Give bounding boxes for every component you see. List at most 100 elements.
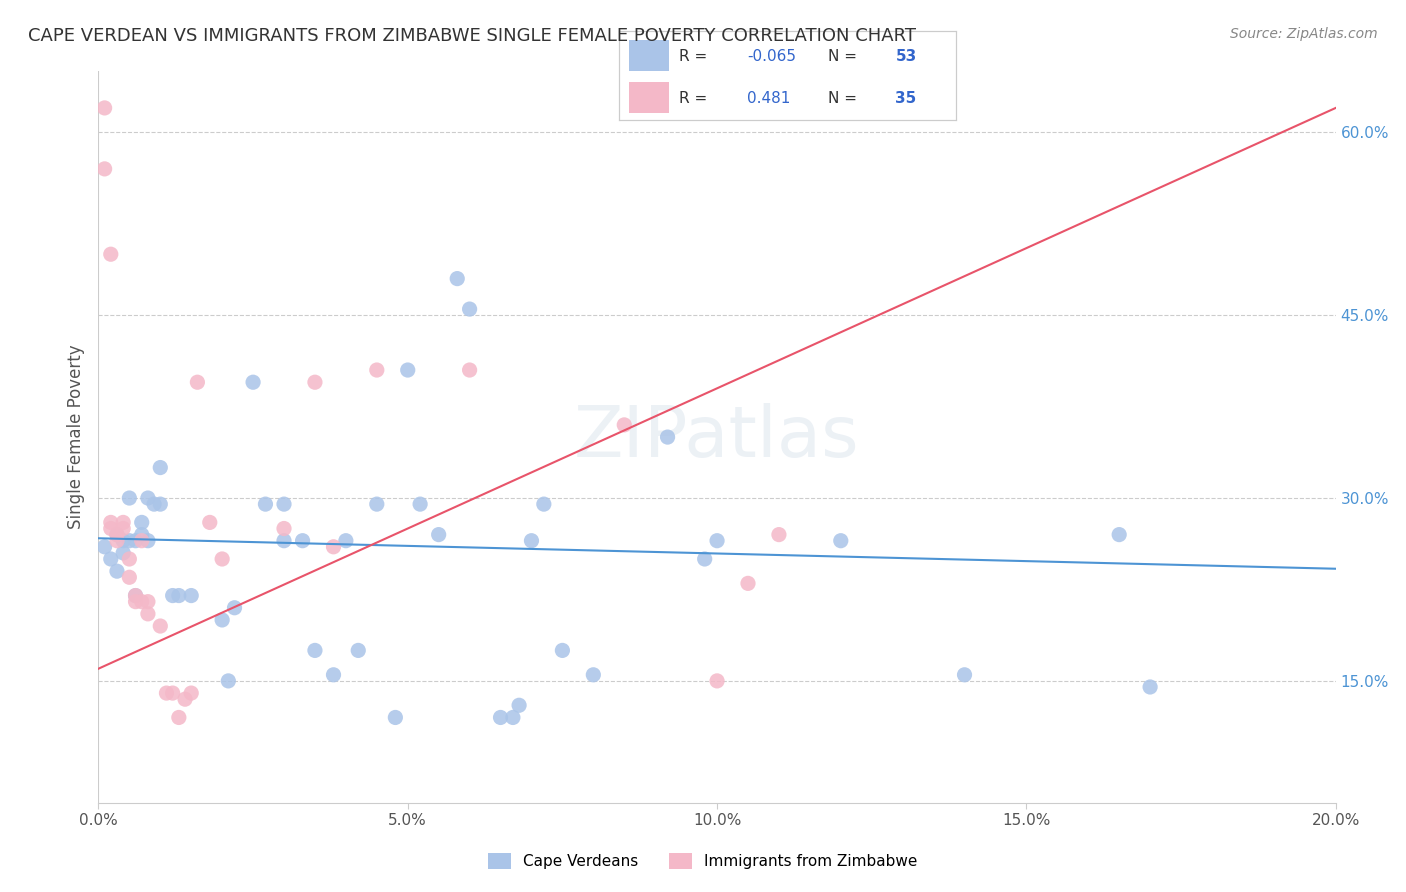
Point	[254, 497, 277, 511]
Point	[427, 527, 450, 541]
Point	[124, 533, 146, 548]
Point	[100, 516, 122, 530]
Point	[347, 643, 370, 657]
Point	[582, 667, 605, 681]
Point	[520, 533, 543, 548]
Point	[180, 589, 202, 603]
Point	[180, 686, 202, 700]
Text: ZIPatlas: ZIPatlas	[574, 402, 860, 472]
Point	[706, 673, 728, 688]
Point	[155, 686, 177, 700]
Point	[242, 375, 264, 389]
Point	[167, 589, 190, 603]
Point	[335, 533, 357, 548]
Point	[131, 516, 153, 530]
Point	[118, 570, 141, 584]
Point	[93, 540, 115, 554]
Point	[105, 564, 128, 578]
Point	[105, 533, 128, 548]
Point	[508, 698, 530, 713]
Point	[93, 161, 115, 176]
Text: R =: R =	[679, 91, 713, 105]
Point	[131, 527, 153, 541]
Point	[551, 643, 574, 657]
Point	[131, 594, 153, 608]
Point	[366, 497, 388, 511]
Point	[131, 533, 153, 548]
Point	[706, 533, 728, 548]
Point	[366, 363, 388, 377]
Point	[93, 101, 115, 115]
Point	[118, 491, 141, 505]
Point	[613, 417, 636, 432]
Y-axis label: Single Female Poverty: Single Female Poverty	[66, 345, 84, 529]
Point	[100, 521, 122, 535]
Point	[198, 516, 221, 530]
Point	[105, 527, 128, 541]
Text: CAPE VERDEAN VS IMMIGRANTS FROM ZIMBABWE SINGLE FEMALE POVERTY CORRELATION CHART: CAPE VERDEAN VS IMMIGRANTS FROM ZIMBABWE…	[28, 27, 917, 45]
Point	[112, 521, 135, 535]
Point	[112, 516, 135, 530]
Point	[118, 533, 141, 548]
Point	[273, 521, 295, 535]
Point	[143, 497, 166, 511]
Point	[149, 460, 172, 475]
Point	[124, 589, 146, 603]
Point	[112, 546, 135, 560]
Point	[136, 607, 159, 621]
Point	[1139, 680, 1161, 694]
Point	[211, 613, 233, 627]
Point	[136, 594, 159, 608]
Text: -0.065: -0.065	[747, 49, 796, 63]
Point	[693, 552, 716, 566]
Point	[533, 497, 555, 511]
Point	[100, 247, 122, 261]
Point	[211, 552, 233, 566]
Point	[167, 710, 190, 724]
Point	[124, 594, 146, 608]
Point	[304, 643, 326, 657]
Text: 0.481: 0.481	[747, 91, 790, 105]
FancyBboxPatch shape	[628, 40, 669, 71]
Text: 53: 53	[896, 49, 917, 63]
Point	[105, 527, 128, 541]
Point	[396, 363, 419, 377]
Legend: Cape Verdeans, Immigrants from Zimbabwe: Cape Verdeans, Immigrants from Zimbabwe	[482, 847, 924, 875]
Text: N =: N =	[828, 91, 862, 105]
Point	[458, 301, 481, 317]
Point	[409, 497, 432, 511]
Point	[291, 533, 314, 548]
Point	[273, 533, 295, 548]
FancyBboxPatch shape	[628, 82, 669, 113]
Text: Source: ZipAtlas.com: Source: ZipAtlas.com	[1230, 27, 1378, 41]
Point	[322, 540, 344, 554]
Point	[953, 667, 976, 681]
Point	[273, 497, 295, 511]
Point	[304, 375, 326, 389]
Point	[112, 533, 135, 548]
Point	[384, 710, 406, 724]
Point	[458, 363, 481, 377]
Point	[149, 619, 172, 633]
Point	[100, 552, 122, 566]
Point	[322, 667, 344, 681]
Text: R =: R =	[679, 49, 713, 63]
Point	[830, 533, 852, 548]
Point	[118, 552, 141, 566]
Point	[1108, 527, 1130, 541]
Text: N =: N =	[828, 49, 862, 63]
Point	[489, 710, 512, 724]
Point	[162, 686, 184, 700]
Point	[136, 533, 159, 548]
Point	[224, 600, 246, 615]
Point	[186, 375, 208, 389]
Point	[124, 589, 146, 603]
Point	[657, 430, 679, 444]
Point	[149, 497, 172, 511]
Point	[162, 589, 184, 603]
Point	[502, 710, 524, 724]
Point	[737, 576, 759, 591]
Point	[768, 527, 790, 541]
Point	[136, 491, 159, 505]
Text: 35: 35	[896, 91, 917, 105]
